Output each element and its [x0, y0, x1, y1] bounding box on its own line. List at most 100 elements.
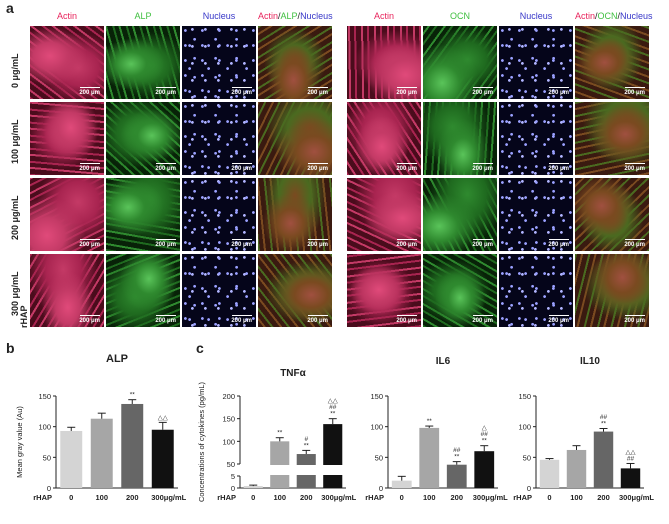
y-tick-label: 0: [231, 484, 235, 493]
scale-bar-line: [397, 163, 417, 164]
micrograph-ocn-r1-c1: 200 μm: [347, 26, 421, 99]
column-header-left-2: ALP: [106, 11, 180, 21]
scale-bar-label: 200 μm: [396, 90, 417, 96]
scale-bar-label: 200 μm: [624, 166, 645, 172]
x-tick-label: 100: [95, 493, 108, 502]
x-tick-label: 100: [570, 493, 583, 502]
y-tick-label: 100: [370, 423, 383, 432]
micrograph-ocn-r2-c2: 200 μm: [423, 102, 497, 175]
scale-bar-line: [232, 239, 252, 240]
column-header-part: Actin: [373, 11, 394, 21]
column-header-part: Nucleus: [202, 11, 236, 21]
chart-title: TNFα: [280, 368, 306, 379]
micrograph-ocn-r2-c1: 200 μm: [347, 102, 421, 175]
micrograph-alp-r2-c4: 200 μm: [258, 102, 332, 175]
column-header-part: ALP: [134, 11, 152, 21]
micrograph-alp-r1-c3: 200 μm: [182, 26, 256, 99]
scale-bar-label: 200 μm: [79, 318, 100, 324]
scale-bar-line: [473, 87, 493, 88]
significance-mark: **: [601, 421, 607, 428]
scale-bar-label: 200 μm: [472, 318, 493, 324]
scale-bar-line: [625, 315, 645, 316]
scale-bar-line: [156, 163, 176, 164]
scale-bar-label: 200 μm: [548, 90, 569, 96]
significance-mark: **: [277, 430, 283, 437]
micrograph-ocn-r4-c2: 200 μm: [423, 254, 497, 327]
micrograph-alp-r4-c4: 200 μm: [258, 254, 332, 327]
x-prefix-label: rHAP: [365, 493, 384, 502]
scale-bar-line: [473, 239, 493, 240]
scale-bar-line: [232, 315, 252, 316]
x-tick-label: 200: [597, 493, 610, 502]
x-tick-label: 200: [126, 493, 139, 502]
bar-4: [151, 429, 174, 488]
micrograph-alp-r2-c1: 200 μm: [30, 102, 104, 175]
bar-4: [474, 451, 495, 488]
scale-bar-label: 200 μm: [396, 242, 417, 248]
scale-bar-label: 200 μm: [548, 318, 569, 324]
significance-mark: **: [330, 411, 336, 418]
scale-bar-line: [473, 163, 493, 164]
bar-1: [391, 480, 412, 488]
significance-mark: ##: [453, 447, 461, 454]
scale-bar-label: 200 μm: [472, 242, 493, 248]
scale-bar-label: 200 μm: [155, 242, 176, 248]
bar-4: [620, 468, 641, 488]
column-header-part: Nucleus: [620, 11, 653, 21]
scale-bar-label: 200 μm: [396, 318, 417, 324]
scale-bar-line: [308, 163, 328, 164]
bar-3: [446, 464, 467, 488]
x-prefix-label: rHAP: [513, 493, 532, 502]
scale-bar-label: 200 μm: [155, 166, 176, 172]
significance-mark: △△: [158, 414, 169, 421]
scale-bar-label: 200 μm: [231, 318, 252, 324]
scale-bar-label: 200 μm: [79, 166, 100, 172]
micrograph-alp-r2-c2: 200 μm: [106, 102, 180, 175]
scale-bar-line: [308, 87, 328, 88]
scale-bar-label: 200 μm: [79, 242, 100, 248]
scale-bar-line: [80, 239, 100, 240]
column-header-right-3: Nucleus: [499, 11, 573, 21]
panel-letter-a: a: [6, 0, 14, 16]
micrograph-alp-r3-c4: 200 μm: [258, 178, 332, 251]
micrograph-alp-r3-c1: 200 μm: [30, 178, 104, 251]
x-tick-label: 300μg/mL: [151, 493, 186, 502]
x-tick-label: 100: [273, 493, 286, 502]
scale-bar-label: 200 μm: [624, 318, 645, 324]
scale-bar-label: 200 μm: [307, 166, 328, 172]
chart-tnfa: TNFα Concentrations of cytokines (pg/mL) 0…: [197, 368, 357, 502]
bar-3: [121, 403, 144, 488]
bar-4: [323, 424, 343, 488]
scale-bar-label: 200 μm: [624, 242, 645, 248]
panel-letter-c: c: [196, 340, 204, 356]
scale-bar-line: [156, 315, 176, 316]
scale-bar-label: 200 μm: [307, 318, 328, 324]
column-header-part: OCN: [597, 11, 618, 21]
column-header-part: Actin: [575, 11, 596, 21]
scale-bar-line: [80, 315, 100, 316]
bar-2: [270, 441, 290, 488]
bar-1: [60, 430, 83, 488]
significance-mark: **: [427, 418, 433, 425]
y-tick-label: 150: [222, 415, 235, 424]
y-tick-label: 0: [379, 484, 383, 493]
scale-bar-label: 200 μm: [231, 242, 252, 248]
y-tick-label: 100: [222, 437, 235, 446]
scale-bar-line: [549, 87, 569, 88]
row-label-2: 100 μg/mL: [10, 119, 20, 164]
micrograph-alp-r1-c2: 200 μm: [106, 26, 180, 99]
x-tick-label: 0: [547, 493, 551, 502]
column-header-part: Actin: [258, 11, 279, 21]
micrograph-alp-r2-c3: 200 μm: [182, 102, 256, 175]
column-header-part: ALP: [280, 11, 298, 21]
micrograph-ocn-r3-c1: 200 μm: [347, 178, 421, 251]
micrograph-alp-r4-c2: 200 μm: [106, 254, 180, 327]
bar-3: [593, 431, 614, 488]
scale-bar-label: 200 μm: [79, 90, 100, 96]
micrograph-ocn-r3-c2: 200 μm: [423, 178, 497, 251]
significance-mark: ##: [600, 414, 608, 421]
scale-bar-line: [549, 239, 569, 240]
x-tick-label: 100: [423, 493, 436, 502]
chart-title: IL6: [436, 356, 451, 367]
y-tick-label: 200: [222, 392, 235, 401]
